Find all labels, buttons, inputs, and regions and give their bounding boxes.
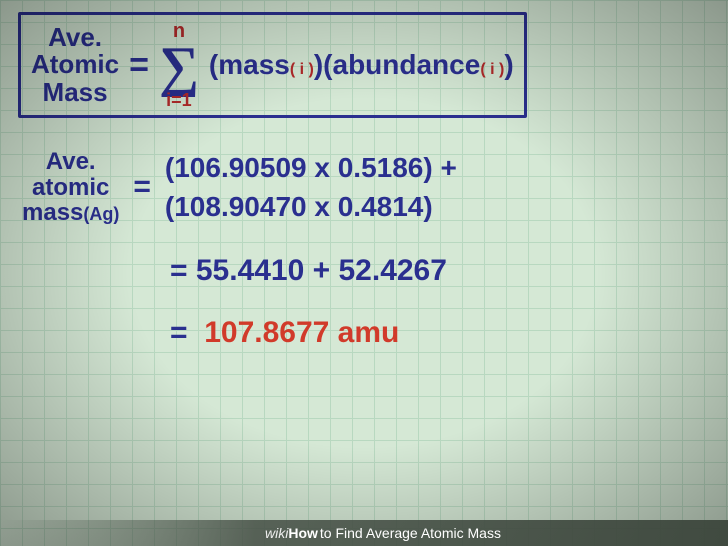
equals-sign: = [129,46,149,85]
subscript-i: ( i ) [480,61,504,79]
lhs-text: atomic [22,175,119,200]
formula-box: Ave. Atomic Mass = n ∑ i=1 (mass ( i ) )… [18,12,527,118]
summation-symbol: n ∑ i=1 [159,21,199,109]
sigma-lower-bound: i=1 [166,91,192,109]
lhs-text: Ave. [31,24,119,51]
footer-bar: wikiHow to Find Average Atomic Mass [0,520,728,546]
rhs-text: (mass [209,49,290,81]
lhs-mass: mass [22,199,83,226]
formula-lhs: Ave. Atomic Mass [31,24,119,106]
expr-line: (106.90509 x 0.5186) + [165,148,457,187]
calc-expression: (106.90509 x 0.5186) + (108.90470 x 0.48… [165,148,457,226]
equals-sign: = [133,170,151,204]
formula-rhs: (mass ( i ) )(abundance ( i ) ) [209,49,514,81]
brand-suffix: How [288,525,318,541]
calc-result: = 107.8677 amu [170,316,710,350]
expr-line: (108.90470 x 0.4814) [165,187,457,226]
footer-caption: wikiHow to Find Average Atomic Mass [265,525,501,541]
equals-sign: = [170,316,204,349]
lhs-text: Mass [31,79,119,106]
content-area: Ave. Atomic Mass = n ∑ i=1 (mass ( i ) )… [0,0,728,546]
calc-line-1: Ave. atomic mass(Ag) = (106.90509 x 0.51… [22,148,710,226]
result-value: 107.8677 amu [204,316,399,349]
brand-prefix: wiki [265,525,288,541]
subscript-i: ( i ) [290,61,314,79]
lhs-text: mass(Ag) [22,200,119,225]
rhs-text: )(abundance [314,49,480,81]
sigma-icon: ∑ [159,39,199,95]
calc-line-2: = 55.4410 + 52.4267 [170,254,710,288]
element-subscript: (Ag) [83,204,119,224]
lhs-text: Atomic [31,51,119,78]
lhs-text: Ave. [22,149,119,174]
calc-lhs: Ave. atomic mass(Ag) [22,149,119,225]
footer-title: to Find Average Atomic Mass [320,525,501,541]
rhs-text: ) [504,49,513,81]
